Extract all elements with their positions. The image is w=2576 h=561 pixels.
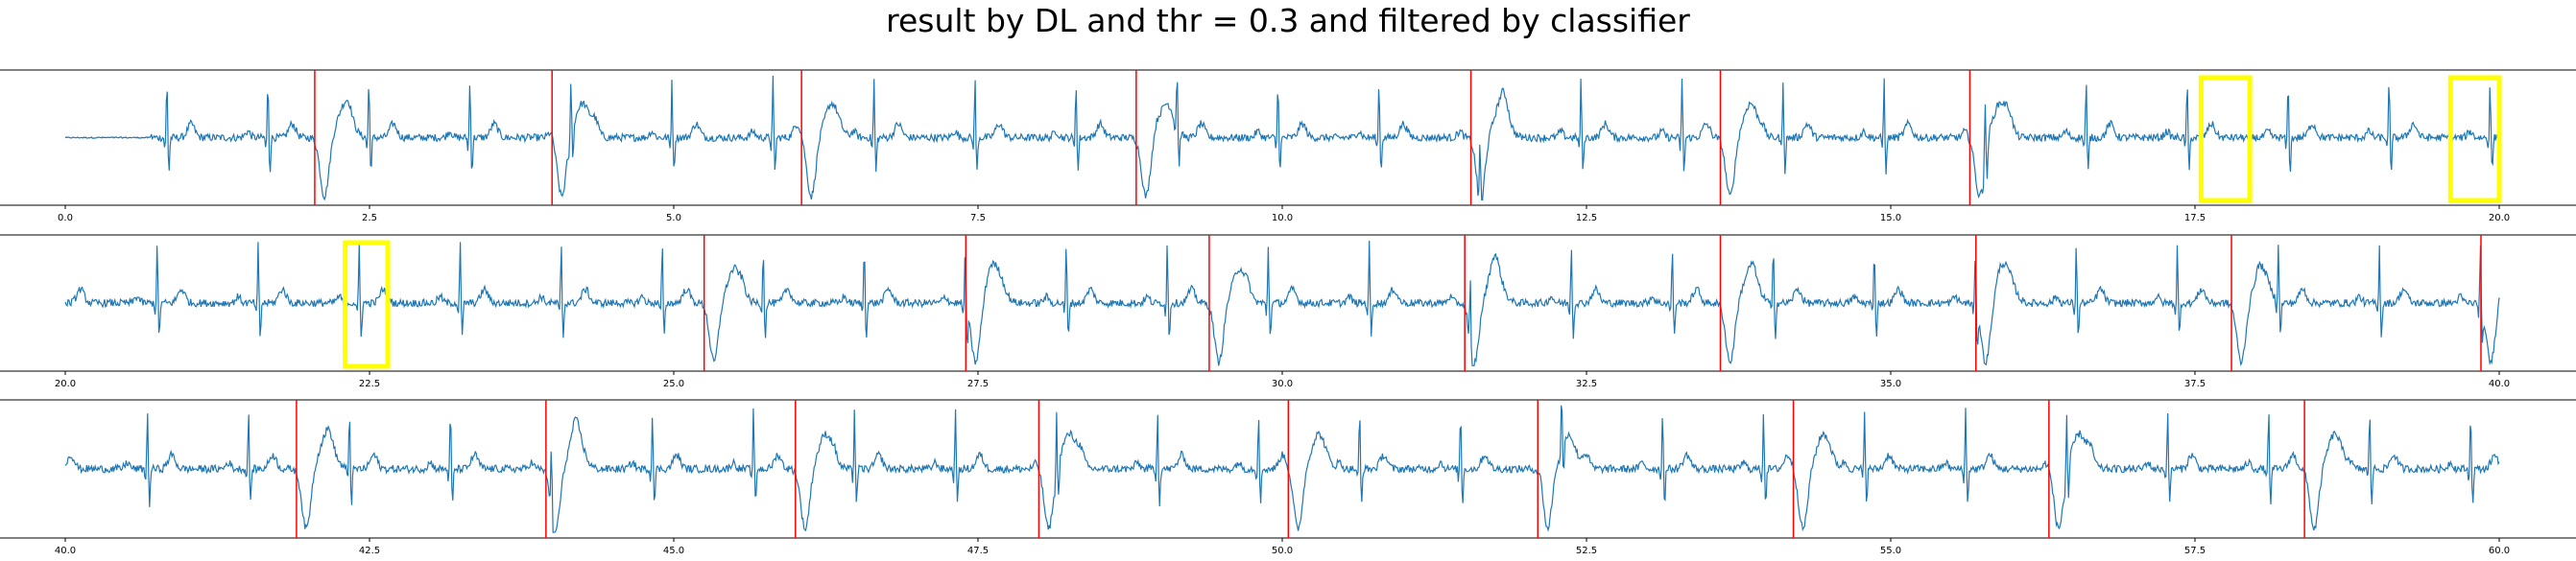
x-tick-label: 37.5 xyxy=(2184,379,2206,389)
x-tick-label: 50.0 xyxy=(1272,546,1293,556)
x-tick-label: 7.5 xyxy=(970,213,986,223)
x-tick-label: 60.0 xyxy=(2489,546,2510,556)
yellow-highlight-box xyxy=(2198,75,2253,203)
x-tick-label: 55.0 xyxy=(1880,546,1901,556)
x-tick-label: 47.5 xyxy=(967,546,989,556)
x-tick-label: 15.0 xyxy=(1880,213,1901,223)
yellow-highlight-box xyxy=(2447,75,2502,203)
x-tick-label: 35.0 xyxy=(1880,379,1901,389)
x-tick-label: 40.0 xyxy=(55,546,76,556)
ecg-signal-line xyxy=(64,75,2500,201)
ecg-signal-line xyxy=(64,405,2500,533)
x-tick-label: 42.5 xyxy=(359,546,380,556)
x-tick-label: 27.5 xyxy=(967,379,989,389)
x-tick-label: 20.0 xyxy=(2489,213,2510,223)
x-tick-label: 0.0 xyxy=(58,213,73,223)
x-tick-label: 45.0 xyxy=(663,546,684,556)
x-tick-label: 2.5 xyxy=(362,213,377,223)
x-tick-label: 57.5 xyxy=(2184,546,2206,556)
ecg-signal-line xyxy=(64,240,2500,366)
x-tick-label: 17.5 xyxy=(2184,213,2206,223)
x-tick-label: 32.5 xyxy=(1576,379,1597,389)
x-tick-label: 22.5 xyxy=(359,379,380,389)
x-tick-label: 10.0 xyxy=(1272,213,1293,223)
x-tick-label: 20.0 xyxy=(55,379,76,389)
x-tick-label: 30.0 xyxy=(1272,379,1293,389)
x-tick-label: 12.5 xyxy=(1576,213,1597,223)
x-tick-label: 52.5 xyxy=(1576,546,1597,556)
yellow-highlight-box xyxy=(343,240,391,369)
x-tick-label: 25.0 xyxy=(663,379,684,389)
x-tick-label: 40.0 xyxy=(2489,379,2510,389)
figure-title: result by DL and thr = 0.3 and filtered … xyxy=(886,2,1690,39)
x-tick-label: 5.0 xyxy=(666,213,681,223)
